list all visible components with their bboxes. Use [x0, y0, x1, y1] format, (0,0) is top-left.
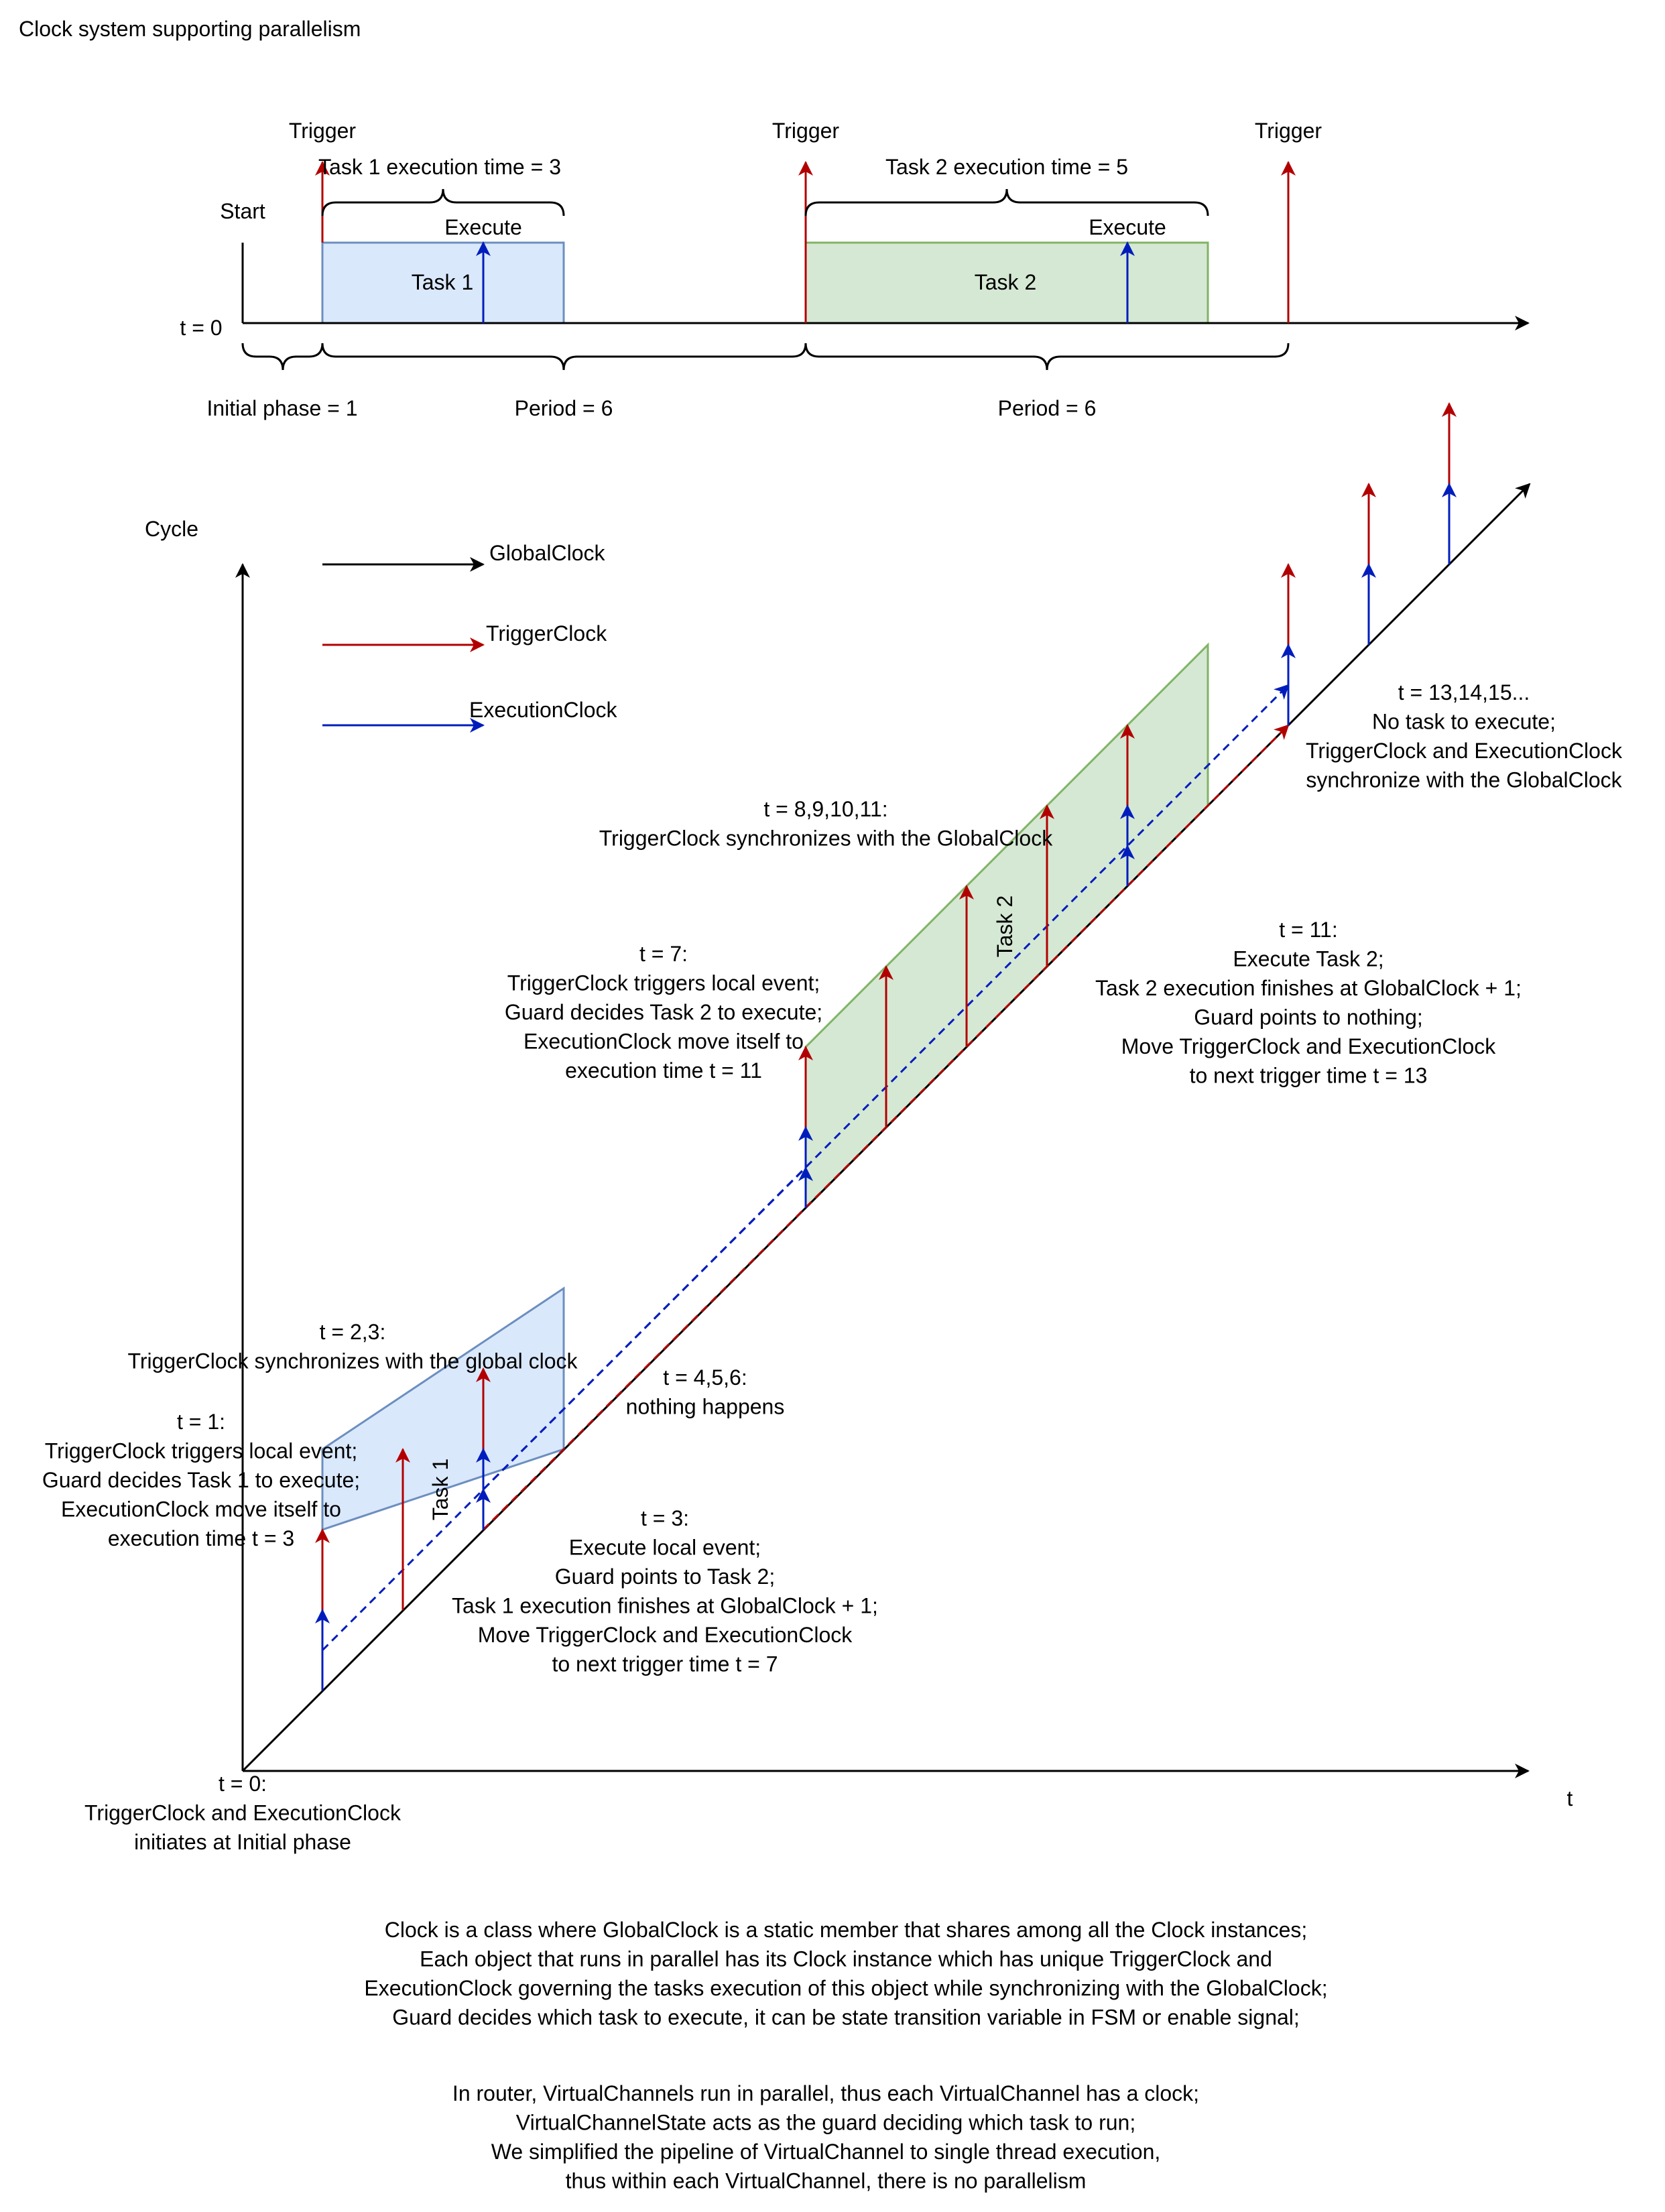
footer: Clock is a class where GlobalClock is a …: [364, 1918, 1327, 2193]
text-line: We simplified the pipeline of VirtualCha…: [491, 2140, 1161, 2164]
annotation-t13: t = 13,14,15... No task to execute; Trigge…: [1306, 680, 1623, 792]
text-line: to next trigger time t = 7: [552, 1652, 778, 1676]
annotation-t1: t = 1: TriggerClock triggers local event;…: [42, 1410, 360, 1550]
text-line: ExecutionClock move itself to: [61, 1497, 341, 1522]
text-line: Guard decides Task 1 to execute;: [42, 1468, 360, 1492]
text-line: Move TriggerClock and ExecutionClock: [478, 1623, 853, 1647]
legend: GlobalClock TriggerClock ExecutionClock: [322, 541, 618, 733]
legend-execution-label: ExecutionClock: [469, 698, 618, 722]
text-line: t = 3:: [641, 1506, 689, 1530]
text-line: TriggerClock triggers local event;: [45, 1439, 358, 1463]
text-line: TriggerClock and ExecutionClock: [1306, 739, 1623, 763]
text-line: TriggerClock and ExecutionClock: [84, 1801, 402, 1825]
text-line: t = 0:: [219, 1772, 267, 1796]
task2-box: [804, 241, 1209, 324]
text-line: Guard decides Task 2 to execute;: [505, 1000, 822, 1024]
text-line: TriggerClock synchronizes with the Globa…: [599, 826, 1053, 851]
diagram-title: Clock system supporting parallelism: [19, 17, 361, 41]
execute-label-2: Execute: [1089, 215, 1166, 239]
footer-paragraph-1: Clock is a class where GlobalClock is a …: [364, 1918, 1327, 2030]
task1-exec-time-label: Task 1 execution time = 3: [318, 155, 561, 179]
text-line: execution time t = 3: [108, 1526, 294, 1550]
text-line: In router, VirtualChannels run in parall…: [452, 2081, 1199, 2105]
text-line: Guard points to Task 2;: [555, 1564, 775, 1589]
task2-exec-time-label: Task 2 execution time = 5: [885, 155, 1128, 179]
trigger-label-2: Trigger: [772, 119, 840, 143]
text-line: TriggerClock triggers local event;: [507, 971, 820, 995]
annotations: t = 0: TriggerClock and ExecutionClock ini…: [42, 680, 1623, 1854]
period2-brace: [804, 343, 1290, 371]
trigger-label-1: Trigger: [289, 119, 357, 143]
annotation-t0: t = 0: TriggerClock and ExecutionClock ini…: [84, 1772, 402, 1854]
text-line: synchronize with the GlobalClock: [1306, 768, 1622, 792]
text-line: TriggerClock synchronizes with the globa…: [127, 1349, 578, 1373]
annotation-t8-11: t = 8,9,10,11: TriggerClock synchronizes …: [599, 797, 1053, 851]
top-timeline: Task 1 Task 2 Trigger Trigger Trigger Ta…: [180, 119, 1530, 420]
text-line: execution time t = 11: [565, 1058, 762, 1083]
period1-label: Period = 6: [515, 396, 613, 420]
text-line: VirtualChannelState acts as the guard de…: [516, 2111, 1135, 2135]
x-axis-label: t: [1567, 1786, 1573, 1810]
text-line: t = 8,9,10,11:: [763, 797, 887, 821]
text-line: nothing happens: [626, 1395, 785, 1419]
task1-box: [321, 241, 565, 324]
text-line: Task 1 execution finishes at GlobalClock…: [452, 1594, 878, 1618]
text-line: Each object that runs in parallel has it…: [420, 1947, 1272, 1971]
legend-global-label: GlobalClock: [489, 541, 606, 565]
footer-paragraph-2: In router, VirtualChannels run in parall…: [452, 2081, 1199, 2193]
text-line: t = 2,3:: [320, 1320, 386, 1344]
text-line: Move TriggerClock and ExecutionClock: [1121, 1034, 1496, 1058]
execution-clock-dashed-2: [482, 1166, 807, 1491]
text-line: ExecutionClock governing the tasks execu…: [364, 1976, 1327, 2000]
text-line: t = 7:: [639, 942, 688, 966]
text-line: Clock is a class where GlobalClock is a …: [385, 1918, 1308, 1942]
diag-task1-label: Task 1: [428, 1459, 452, 1520]
annotation-t11: t = 11: Execute Task 2; Task 2 execution f…: [1095, 918, 1522, 1088]
text-line: t = 13,14,15...: [1398, 680, 1530, 704]
text-line: No task to execute;: [1372, 710, 1556, 734]
text-line: t = 11:: [1279, 918, 1337, 942]
annotation-t7: t = 7: TriggerClock triggers local event;…: [505, 942, 822, 1083]
y-axis-label: Cycle: [145, 517, 198, 541]
task1-box-label: Task 1: [412, 270, 473, 294]
task2-exec-brace: [804, 188, 1209, 217]
cycle-plot: Task 1 Task 2 Cycle t: [145, 402, 1573, 1810]
text-line: t = 1:: [177, 1410, 225, 1434]
text-line: to next trigger time t = 13: [1190, 1064, 1428, 1088]
trigger-label-3: Trigger: [1255, 119, 1322, 143]
t0-label: t = 0: [180, 316, 222, 340]
text-line: thus within each VirtualChannel, there i…: [566, 2169, 1087, 2193]
annotation-t456: t = 4,5,6: nothing happens: [626, 1365, 785, 1419]
text-line: ExecutionClock move itself to: [523, 1030, 804, 1054]
initial-phase-brace: [241, 343, 324, 371]
text-line: Task 2 execution finishes at GlobalClock…: [1095, 976, 1522, 1000]
period2-label: Period = 6: [998, 396, 1097, 420]
text-line: Execute Task 2;: [1233, 947, 1383, 971]
execute-label-1: Execute: [444, 215, 522, 239]
task2-box-label: Task 2: [975, 270, 1036, 294]
annotation-t23: t = 2,3: TriggerClock synchronizes with t…: [127, 1320, 578, 1373]
text-line: initiates at Initial phase: [134, 1830, 351, 1854]
text-line: Execute local event;: [569, 1536, 761, 1560]
text-line: Guard decides which task to execute, it …: [392, 2006, 1300, 2030]
text-line: t = 4,5,6:: [663, 1365, 747, 1390]
period1-brace: [321, 343, 807, 371]
initial-phase-label: Initial phase = 1: [206, 396, 357, 420]
annotation-t3: t = 3: Execute local event; Guard points t…: [452, 1506, 878, 1676]
start-label: Start: [220, 199, 265, 223]
text-line: Guard points to nothing;: [1194, 1005, 1423, 1030]
diag-task2-label: Task 2: [993, 896, 1017, 957]
legend-trigger-label: TriggerClock: [486, 621, 607, 646]
task1-exec-brace: [321, 188, 565, 217]
